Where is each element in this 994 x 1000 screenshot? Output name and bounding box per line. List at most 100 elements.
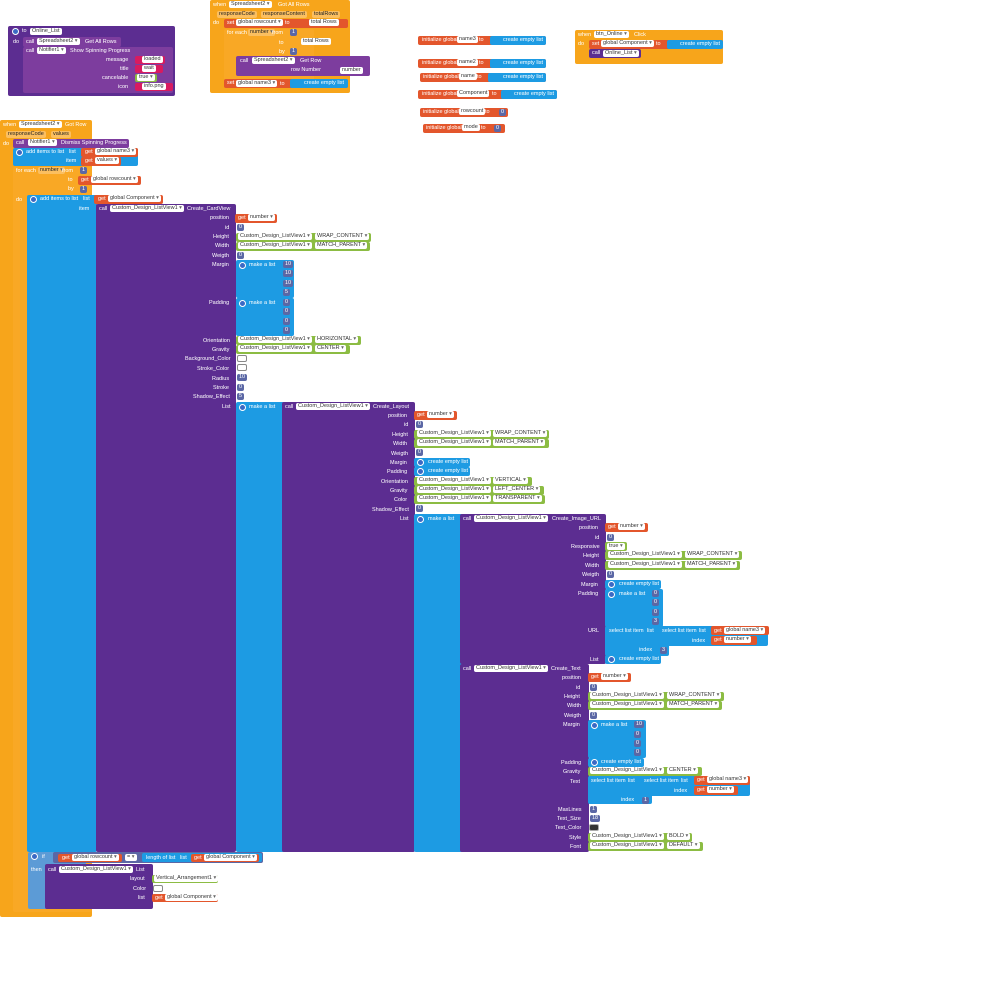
name3-dropdown[interactable]: global name3 [707, 776, 749, 783]
btn-online-dropdown[interactable]: btn_Online [594, 31, 629, 38]
create-empty-list-block[interactable] [490, 59, 546, 68]
listview-dropdown[interactable]: Custom_Design_ListView1 [238, 242, 312, 249]
number-dropdown[interactable]: number [427, 411, 454, 418]
gear-icon[interactable] [417, 516, 424, 523]
textsize-value[interactable]: 18 [590, 815, 601, 822]
id-value[interactable]: 0 [607, 534, 615, 541]
margin-value[interactable]: 10 [283, 261, 294, 268]
create-text-call[interactable] [460, 664, 589, 852]
padding-value[interactable]: 0 [283, 327, 291, 334]
gear-icon[interactable] [417, 459, 424, 466]
listview-dropdown[interactable]: Custom_Design_ListView1 [417, 486, 491, 493]
rowcount-dropdown[interactable]: global rowcount [72, 854, 119, 861]
weigth-value[interactable]: 0 [237, 252, 245, 259]
create-image-url-call[interactable] [460, 514, 606, 664]
weigth-value[interactable]: 0 [607, 571, 615, 578]
value-num[interactable]: 0 [494, 125, 502, 132]
get-totalrows[interactable]: total Rows [309, 19, 339, 26]
margin-empty-list[interactable] [414, 458, 470, 467]
get-totalrows-2[interactable]: total Rows [301, 38, 331, 45]
match-dropdown[interactable]: MATCH_PARENT [315, 242, 368, 249]
name3-var-dropdown[interactable]: global name3 [236, 80, 278, 87]
gear-icon[interactable] [30, 196, 37, 203]
padding-value[interactable]: 0 [283, 308, 291, 315]
spreadsheet-dropdown[interactable]: Spreadsheet2 [37, 38, 80, 45]
create-layout-call[interactable] [282, 402, 415, 852]
listview-dropdown[interactable]: Custom_Design_ListView1 [238, 336, 312, 343]
wrap-dropdown[interactable]: WRAP_CONTENT [493, 430, 548, 437]
wrap-dropdown[interactable]: WRAP_CONTENT [315, 233, 370, 240]
by-value[interactable]: 1 [290, 48, 298, 55]
gear-icon[interactable] [16, 149, 23, 156]
message-value[interactable]: loaded [142, 56, 163, 63]
default-dropdown[interactable]: DEFAULT [667, 842, 700, 849]
gear-icon[interactable] [591, 722, 598, 729]
weigth-value[interactable]: 0 [416, 449, 424, 456]
bold-dropdown[interactable]: BOLD [667, 833, 691, 840]
param-values[interactable]: values [51, 131, 71, 138]
param-responseCode[interactable]: responseCode [6, 131, 46, 138]
global-name-field[interactable]: Component [457, 90, 490, 97]
gear-icon[interactable] [608, 581, 615, 588]
set-name3-block[interactable] [224, 79, 348, 88]
name3-dropdown[interactable]: global name3 [724, 627, 766, 634]
text-color-swatch[interactable] [589, 824, 599, 831]
match-dropdown[interactable]: MATCH_PARENT [685, 561, 738, 568]
component-var-dropdown[interactable]: global Component [601, 40, 654, 47]
value-num[interactable]: 0 [499, 109, 507, 116]
gear-icon[interactable] [239, 300, 246, 307]
proc-dropdown[interactable]: Online_List [603, 50, 639, 57]
gear-icon[interactable] [608, 591, 615, 598]
create-empty-list-block[interactable] [290, 79, 348, 88]
bg-color-swatch[interactable] [237, 355, 247, 362]
notifier-dropdown[interactable]: Notifier1 [28, 139, 57, 146]
listview-dropdown[interactable]: Custom_Design_ListView1 [238, 233, 312, 240]
number-dropdown[interactable]: number [707, 786, 734, 793]
weigth-value[interactable]: 0 [590, 712, 598, 719]
number-dropdown[interactable]: number [618, 523, 645, 530]
gear-icon[interactable] [31, 853, 38, 860]
global-name-field[interactable]: rowcount [459, 108, 486, 115]
listview-dropdown[interactable]: Custom_Design_ListView1 [474, 665, 548, 672]
create-cardview-call[interactable] [96, 204, 236, 852]
title-value[interactable]: wait [142, 65, 156, 72]
id-value[interactable]: 0 [237, 224, 245, 231]
param-responseContent[interactable]: responseContent [261, 11, 307, 18]
margin-value[interactable]: 0 [634, 740, 642, 747]
shadow-value[interactable]: 5 [237, 393, 245, 400]
match-dropdown[interactable]: MATCH_PARENT [667, 701, 720, 708]
listview-dropdown[interactable]: Custom_Design_ListView1 [59, 866, 133, 873]
gear-icon[interactable] [239, 404, 246, 411]
listview-dropdown[interactable]: Custom_Design_ListView1 [417, 477, 491, 484]
param-responseCode[interactable]: responseCode [217, 11, 257, 18]
shadow-value[interactable]: 0 [416, 505, 424, 512]
maxlines-value[interactable]: 1 [590, 806, 598, 813]
responsive-dropdown[interactable]: true [607, 543, 625, 550]
padding-empty-list[interactable] [588, 758, 644, 767]
global-name2[interactable] [418, 59, 546, 68]
set-component-block[interactable] [589, 40, 723, 49]
stroke-color-swatch[interactable] [237, 364, 247, 371]
spreadsheet2-dropdown[interactable]: Spreadsheet2 [229, 1, 272, 8]
notifier-dropdown[interactable]: Notifier1 [37, 47, 66, 54]
number-dropdown[interactable]: number [248, 214, 275, 221]
padding-value[interactable]: 3 [652, 618, 660, 625]
proc-name-field[interactable]: Online_List [30, 28, 62, 35]
margin-value[interactable]: 5 [283, 289, 291, 296]
wrap-dropdown[interactable]: WRAP_CONTENT [685, 551, 740, 558]
card-list-make-list[interactable] [236, 402, 286, 852]
create-empty-list-block[interactable] [501, 90, 557, 99]
add-items-component-block[interactable] [27, 195, 97, 852]
listview-dropdown[interactable]: Custom_Design_ListView1 [590, 701, 664, 708]
global-name3[interactable] [418, 36, 546, 45]
transparent-dropdown[interactable]: TRANSPARENT [493, 495, 542, 502]
global-name[interactable] [420, 73, 546, 82]
component-dropdown[interactable]: global Component [204, 854, 257, 861]
wrap-dropdown[interactable]: WRAP_CONTENT [667, 692, 722, 699]
padding-value[interactable]: 0 [283, 299, 291, 306]
padding-value[interactable]: 0 [283, 318, 291, 325]
listview-dropdown[interactable]: Custom_Design_ListView1 [110, 205, 184, 212]
loop-var[interactable]: number [38, 167, 65, 174]
list-empty-list[interactable] [605, 655, 661, 664]
global-name-field[interactable]: name [459, 73, 477, 80]
